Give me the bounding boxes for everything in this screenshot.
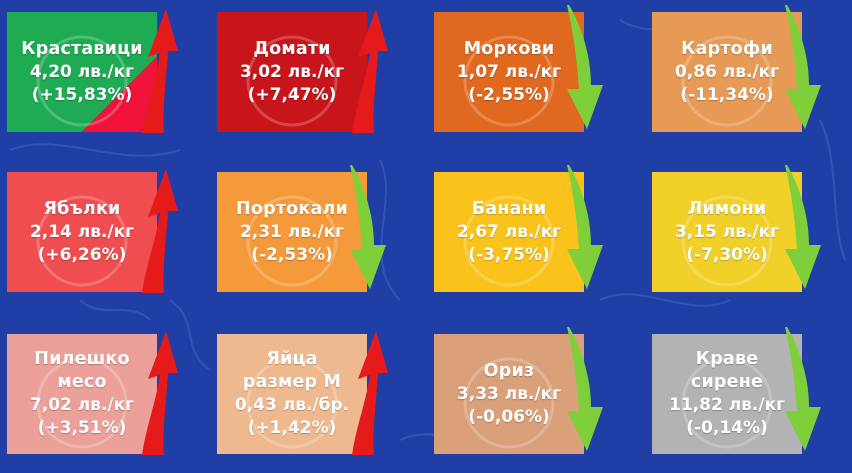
up-arrow-icon: [142, 169, 178, 293]
price-card: Краставици 4,20 лв./кг (+15,83%): [7, 5, 180, 133]
down-arrow-icon: [567, 327, 603, 451]
price-change: (+3,51%): [37, 418, 127, 438]
price-change: (+6,26%): [37, 244, 127, 265]
product-price: 1,07 лв./кг: [456, 61, 562, 82]
up-arrow-icon: [352, 9, 388, 133]
price-change: (+15,83%): [31, 84, 133, 105]
product-name: Лимони: [687, 198, 767, 219]
price-card: Пилешко месо 7,02 лв./кг (+3,51%): [7, 327, 180, 455]
product-name: Ябълки: [43, 198, 121, 219]
price-card-body: Лимони 3,15 лв./кг (-7,30%): [652, 172, 802, 292]
price-card-body: Картофи 0,86 лв./кг (-11,34%): [652, 12, 802, 132]
price-change: (-3,75%): [468, 244, 550, 265]
price-card-body: Банани 2,67 лв./кг (-3,75%): [434, 172, 584, 292]
product-name: Банани: [471, 198, 547, 219]
product-name: Домати: [253, 38, 331, 59]
product-price: 0,86 лв./кг: [674, 61, 780, 82]
product-name: Моркови: [463, 38, 555, 59]
price-card: Банани 2,67 лв./кг (-3,75%): [434, 165, 607, 293]
product-name: Портокали: [236, 198, 348, 219]
price-card: Картофи 0,86 лв./кг (-11,34%): [652, 5, 825, 133]
product-name: Краве: [695, 349, 759, 369]
product-name: Картофи: [681, 38, 773, 59]
price-change: (-7,30%): [686, 244, 768, 265]
product-price: 7,02 лв./кг: [29, 395, 135, 415]
product-price: 2,31 лв./кг: [239, 221, 345, 242]
price-change: (-2,55%): [468, 84, 550, 105]
product-name: Ориз: [483, 360, 535, 381]
product-price: 0,43 лв./бр.: [234, 395, 350, 415]
price-card-body: Краве сирене 11,82 лв./кг (-0,14%): [652, 334, 802, 454]
price-card: Домати 3,02 лв./кг (+7,47%): [217, 5, 390, 133]
price-card-body: Домати 3,02 лв./кг (+7,47%): [217, 12, 367, 132]
down-arrow-icon: [785, 327, 821, 451]
price-change: (-0,06%): [468, 406, 550, 427]
up-arrow-icon: [142, 331, 178, 455]
price-card: Яйца размер М 0,43 лв./бр. (+1,42%): [217, 327, 390, 455]
product-name: месо: [57, 372, 107, 392]
product-price: 2,14 лв./кг: [29, 221, 135, 242]
price-card: Лимони 3,15 лв./кг (-7,30%): [652, 165, 825, 293]
price-card-body: Ябълки 2,14 лв./кг (+6,26%): [7, 172, 157, 292]
product-name: Пилешко: [34, 349, 130, 369]
price-card-body: Портокали 2,31 лв./кг (-2,53%): [217, 172, 367, 292]
down-arrow-icon: [567, 5, 603, 129]
product-price: 3,02 лв./кг: [239, 61, 345, 82]
price-card-body: Моркови 1,07 лв./кг (-2,55%): [434, 12, 584, 132]
price-card-body: Ориз 3,33 лв./кг (-0,06%): [434, 334, 584, 454]
product-price: 3,33 лв./кг: [456, 383, 562, 404]
price-change: (-0,14%): [686, 418, 768, 438]
up-arrow-icon: [352, 331, 388, 455]
price-change: (+1,42%): [247, 418, 337, 438]
product-name: размер М: [242, 372, 342, 392]
product-price: 2,67 лв./кг: [456, 221, 562, 242]
price-change: (+7,47%): [247, 84, 337, 105]
price-change: (-2,53%): [251, 244, 333, 265]
price-card: Моркови 1,07 лв./кг (-2,55%): [434, 5, 607, 133]
down-arrow-icon: [350, 165, 386, 289]
product-name: Яйца: [266, 349, 318, 369]
product-price: 11,82 лв./кг: [669, 395, 785, 415]
price-card-body: Пилешко месо 7,02 лв./кг (+3,51%): [7, 334, 157, 454]
price-card-body: Краставици 4,20 лв./кг (+15,83%): [7, 12, 157, 132]
down-arrow-icon: [785, 5, 821, 129]
up-arrow-icon: [142, 9, 178, 133]
price-card: Ориз 3,33 лв./кг (-0,06%): [434, 327, 607, 455]
product-price: 3,15 лв./кг: [674, 221, 780, 242]
product-name: Краставици: [21, 38, 143, 59]
price-card: Ябълки 2,14 лв./кг (+6,26%): [7, 165, 180, 293]
product-name: сирене: [690, 372, 764, 392]
down-arrow-icon: [567, 165, 603, 289]
price-card: Краве сирене 11,82 лв./кг (-0,14%): [652, 327, 825, 455]
price-change: (-11,34%): [680, 84, 774, 105]
down-arrow-icon: [785, 165, 821, 289]
price-card: Портокали 2,31 лв./кг (-2,53%): [217, 165, 390, 293]
product-price: 4,20 лв./кг: [29, 61, 135, 82]
price-card-body: Яйца размер М 0,43 лв./бр. (+1,42%): [217, 334, 367, 454]
